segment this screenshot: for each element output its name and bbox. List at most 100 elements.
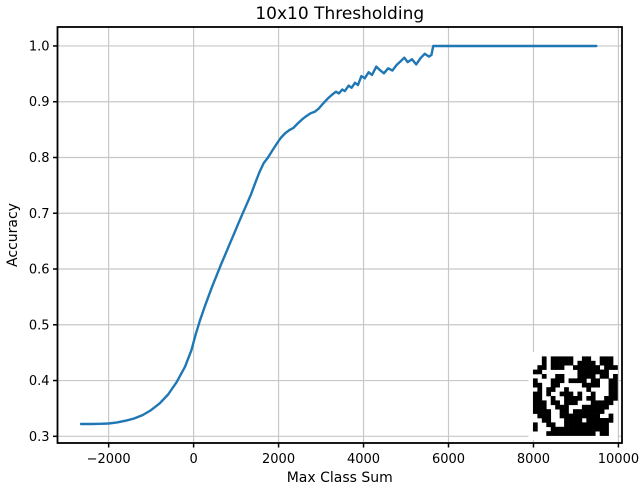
inset-pixel <box>590 413 596 419</box>
inset-pixel <box>564 413 569 419</box>
inset-pixel <box>604 422 609 428</box>
inset-pixel <box>599 426 605 432</box>
inset-pixel <box>555 360 560 366</box>
inset-pixel <box>564 400 569 406</box>
threshold-inset-image <box>528 352 618 440</box>
x-tick-label: 4000 <box>347 452 380 467</box>
inset-pixel <box>541 374 547 379</box>
inset-pixel <box>599 431 605 436</box>
inset-pixel <box>577 422 583 428</box>
inset-pixel <box>577 413 583 419</box>
inset-pixel <box>581 413 587 419</box>
inset-pixel <box>595 365 600 370</box>
inset-pixel <box>550 422 556 428</box>
inset-pixel <box>541 360 547 366</box>
inset-pixel <box>581 356 587 362</box>
inset-pixel <box>581 360 587 366</box>
inset-pixel <box>590 360 596 366</box>
inset-pixel <box>573 365 578 370</box>
inset-pixel <box>590 382 596 388</box>
inset-pixel <box>546 431 552 436</box>
inset-pixel <box>577 365 583 370</box>
inset-pixel <box>573 413 578 419</box>
inset-pixel <box>590 404 596 410</box>
inset-pixel <box>604 418 609 423</box>
inset-pixel <box>546 422 552 428</box>
inset-pixel <box>573 396 578 401</box>
inset-pixel <box>555 374 560 379</box>
inset-pixel <box>599 418 605 423</box>
inset-pixel <box>577 396 583 401</box>
inset-pixel <box>604 369 609 375</box>
y-tick-label: 0.6 <box>29 263 50 278</box>
inset-pixel <box>564 404 569 410</box>
axis-tick-labels: −2000 0 2000 4000 6000 8000 10000 0.3 0.4 0.5 0.6 0… <box>29 39 639 467</box>
inset-pixel <box>608 387 614 392</box>
inset-pixel <box>564 387 569 392</box>
inset-pixel <box>604 396 609 401</box>
x-axis-label: Max Class Sum <box>287 470 393 486</box>
x-tick-label: 0 <box>189 452 197 467</box>
inset-pixel <box>608 418 614 423</box>
inset-pixel <box>595 369 600 375</box>
inset-pixel <box>595 426 600 432</box>
inset-pixel <box>550 356 556 362</box>
x-tick-label: 10000 <box>598 452 639 467</box>
inset-pixel <box>546 387 552 392</box>
inset-pixel <box>550 365 556 370</box>
inset-pixel <box>537 369 543 375</box>
inset-pixel <box>546 413 552 419</box>
inset-pixel <box>586 422 592 428</box>
inset-pixel <box>541 356 547 362</box>
inset-pixel <box>573 426 578 432</box>
inset-pixel <box>559 374 565 379</box>
inset-pixel <box>613 378 618 384</box>
inset-pixel <box>590 374 596 379</box>
inset-pixel <box>559 413 565 419</box>
inset-pixel <box>586 356 592 362</box>
inset-pixel <box>581 426 587 432</box>
inset-pixel <box>586 387 592 392</box>
inset-pixel <box>577 409 583 414</box>
inset-pixel <box>555 378 560 384</box>
inset-pixel <box>564 356 569 362</box>
inset-pixel <box>546 409 552 414</box>
inset-pixel <box>590 378 596 384</box>
inset-pixel <box>532 422 538 428</box>
inset-pixel <box>577 426 583 432</box>
inset-pixel <box>564 360 569 366</box>
inset-pixel <box>532 378 538 384</box>
inset-pixel <box>568 422 574 428</box>
x-tick-label: 6000 <box>432 452 465 467</box>
y-tick-label: 0.5 <box>29 318 50 333</box>
inset-pixel <box>564 422 569 428</box>
inset-pixel <box>537 409 543 414</box>
inset-pixel <box>586 426 592 432</box>
inset-pixel <box>577 431 583 436</box>
inset-pixel <box>564 391 569 397</box>
inset-pixel <box>550 382 556 388</box>
x-tick-label: 2000 <box>262 452 295 467</box>
inset-pixel <box>604 374 609 379</box>
inset-pixel <box>559 426 565 432</box>
inset-pixel <box>604 360 609 366</box>
inset-pixel <box>564 418 569 423</box>
inset-pixel <box>537 382 543 388</box>
inset-pixel <box>537 400 543 406</box>
inset-pixel <box>608 396 614 401</box>
inset-pixel <box>613 391 618 397</box>
inset-pixel <box>586 418 592 423</box>
inset-pixel <box>568 431 574 436</box>
inset-pixel <box>604 365 609 370</box>
inset-pixel <box>608 356 614 362</box>
inset-pixel <box>586 365 592 370</box>
inset-pixel <box>550 396 556 401</box>
inset-pixel <box>590 422 596 428</box>
inset-pixel <box>537 413 543 419</box>
inset-pixel <box>613 365 618 370</box>
inset-pixel <box>541 409 547 414</box>
y-tick-label: 0.8 <box>29 151 50 166</box>
inset-pixel <box>581 382 587 388</box>
inset-pixel <box>599 360 605 366</box>
